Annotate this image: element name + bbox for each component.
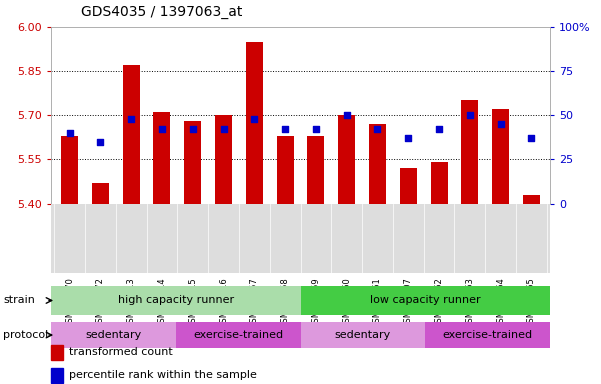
Point <box>342 112 352 118</box>
Point <box>403 135 413 141</box>
Text: protocol: protocol <box>3 330 48 340</box>
Text: sedentary: sedentary <box>335 330 391 340</box>
Text: low capacity runner: low capacity runner <box>370 295 481 306</box>
Point <box>280 126 290 132</box>
Point <box>65 130 75 136</box>
Point <box>188 126 198 132</box>
Point <box>249 116 259 122</box>
Bar <box>454 204 485 273</box>
Text: percentile rank within the sample: percentile rank within the sample <box>69 370 257 381</box>
Bar <box>246 41 263 204</box>
Bar <box>85 204 116 273</box>
Point <box>126 116 136 122</box>
Bar <box>430 162 448 204</box>
Bar <box>393 204 424 273</box>
Bar <box>92 183 109 204</box>
Bar <box>239 204 270 273</box>
Bar <box>177 204 208 273</box>
Bar <box>300 286 550 315</box>
Bar <box>331 204 362 273</box>
Bar <box>208 204 239 273</box>
Text: transformed count: transformed count <box>69 347 173 358</box>
Bar <box>492 109 509 204</box>
Bar <box>123 65 139 204</box>
Bar <box>400 168 416 204</box>
Point <box>496 121 505 127</box>
Bar <box>426 322 550 348</box>
Bar <box>116 204 147 273</box>
Point <box>96 139 105 145</box>
Point <box>435 126 444 132</box>
Bar <box>51 322 176 348</box>
Text: exercise-trained: exercise-trained <box>442 330 532 340</box>
Bar <box>51 286 300 315</box>
Bar <box>338 115 355 204</box>
Bar <box>462 101 478 204</box>
Bar <box>300 322 426 348</box>
Point <box>526 135 536 141</box>
Point <box>373 126 382 132</box>
Point <box>219 126 228 132</box>
Text: exercise-trained: exercise-trained <box>193 330 283 340</box>
Bar <box>369 124 386 204</box>
Bar <box>147 204 177 273</box>
Text: sedentary: sedentary <box>85 330 142 340</box>
Bar <box>153 112 171 204</box>
Bar <box>300 204 331 273</box>
Bar <box>185 121 201 204</box>
Bar <box>308 136 325 204</box>
Text: strain: strain <box>3 295 35 306</box>
Bar <box>424 204 454 273</box>
Bar <box>516 204 547 273</box>
Bar <box>523 195 540 204</box>
Point <box>465 112 475 118</box>
Bar <box>270 204 300 273</box>
Bar <box>485 204 516 273</box>
Text: GDS4035 / 1397063_at: GDS4035 / 1397063_at <box>81 5 243 19</box>
Bar <box>215 115 232 204</box>
Bar <box>54 204 85 273</box>
Point <box>311 126 321 132</box>
Text: high capacity runner: high capacity runner <box>118 295 234 306</box>
Bar <box>362 204 393 273</box>
Point <box>157 126 166 132</box>
Bar <box>176 322 300 348</box>
Bar <box>276 136 293 204</box>
Bar <box>61 136 78 204</box>
